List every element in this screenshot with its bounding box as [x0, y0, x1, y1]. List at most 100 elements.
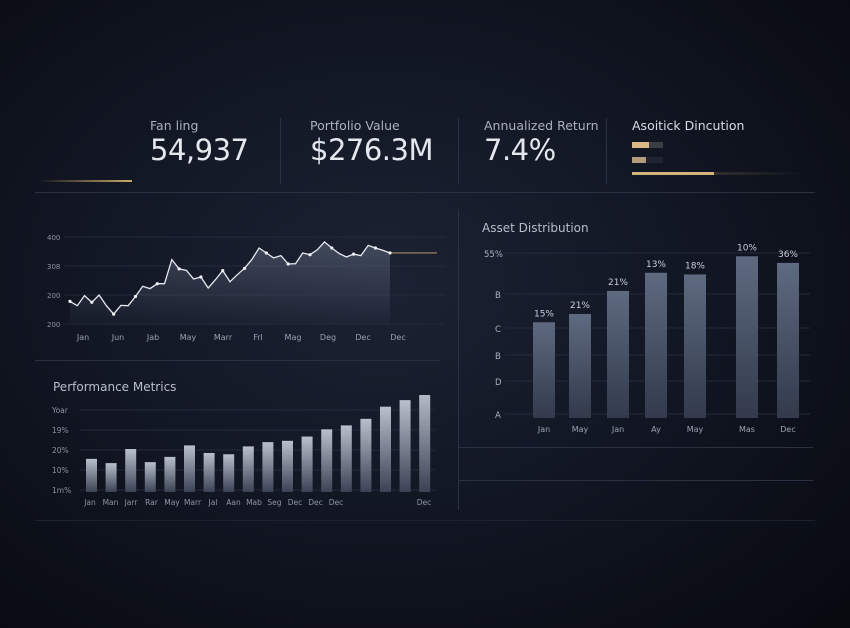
kpi-label: Annualized Return: [484, 118, 599, 133]
data-point: [286, 262, 290, 266]
bar: [301, 436, 313, 492]
x-tick-label: Jan: [76, 333, 89, 342]
y-tick-label: D: [495, 378, 502, 388]
data-label: 15%: [534, 309, 554, 319]
x-tick-label: Dec: [390, 333, 405, 342]
bar: [360, 418, 372, 492]
y-tick-label: A: [495, 411, 501, 421]
divider: [458, 210, 459, 510]
kpi-value: 54,937: [150, 133, 249, 167]
x-tick-label: Jun: [111, 333, 125, 342]
bar: [262, 442, 274, 492]
x-tick-label: May: [180, 333, 197, 342]
x-tick-label: Jan: [611, 425, 624, 434]
data-point: [133, 294, 138, 299]
kpi-card-annualized-return: Annualized Return 7.4%: [484, 118, 599, 167]
divider: [35, 360, 440, 361]
y-tick-label: 200: [47, 292, 60, 300]
bar: [321, 429, 333, 492]
y-tick-label: 10%: [52, 466, 69, 475]
x-tick-label: Frl: [253, 333, 263, 342]
bar: [105, 463, 117, 492]
bar: [203, 452, 215, 492]
bar: [419, 395, 431, 492]
area-fill: [70, 241, 390, 324]
bar: [736, 256, 758, 418]
data-point: [242, 266, 247, 270]
kpi-divider: [35, 192, 815, 193]
data-label: 18%: [685, 261, 705, 271]
x-tick-label: Jan: [83, 498, 96, 507]
x-tick-label: Deg: [320, 333, 336, 342]
bar: [242, 446, 254, 492]
data-point: [199, 275, 203, 279]
data-label: 21%: [570, 301, 590, 311]
x-tick-label: Jab: [146, 333, 159, 342]
y-tick-label: 19%: [52, 426, 69, 435]
x-tick-label: Ay: [651, 425, 661, 434]
data-label: 21%: [608, 278, 628, 288]
bar: [645, 272, 667, 418]
data-point: [373, 246, 378, 250]
x-tick-label: Dec: [417, 498, 432, 507]
x-tick-label: Dec: [308, 498, 323, 507]
y-tick-label: C: [495, 325, 501, 335]
bar: [144, 462, 156, 492]
bar: [380, 406, 391, 492]
data-point: [330, 246, 334, 250]
accent-line: [37, 180, 132, 182]
asset-distribution-title: Asset Distribution: [482, 221, 589, 235]
bar: [125, 449, 137, 492]
x-tick-label: Marr: [214, 333, 233, 342]
divider: [458, 480, 813, 481]
x-tick-label: Aan: [226, 498, 241, 507]
data-point: [177, 267, 181, 271]
x-tick-label: Seg: [267, 498, 281, 507]
divider: [606, 118, 607, 184]
bar: [223, 454, 235, 492]
kpi-card-portfolio-value: Portfolio Value $276.3M: [310, 118, 434, 167]
bar: [607, 290, 629, 418]
x-tick-label: May: [164, 498, 180, 507]
bar: [533, 322, 555, 418]
x-tick-label: Jarr: [124, 498, 139, 507]
kpi-value: 7.4%: [484, 133, 556, 167]
x-tick-label: May: [687, 425, 704, 434]
progress-bar: [632, 142, 663, 148]
data-point: [308, 253, 312, 257]
kpi-label: Portfolio Value: [310, 118, 400, 133]
data-label: 36%: [778, 250, 798, 260]
bar: [86, 458, 97, 492]
x-tick-label: Dec: [780, 425, 795, 434]
bar: [164, 456, 176, 492]
data-point: [264, 251, 268, 255]
y-tick-label: 200: [47, 321, 60, 329]
data-point: [112, 312, 116, 316]
bar: [684, 274, 706, 418]
divider: [458, 447, 813, 448]
y-tick-label: 308: [47, 263, 60, 271]
data-point: [90, 300, 94, 304]
performance-title: Performance Metrics: [53, 380, 177, 394]
line-chart: 400 308 200 200 Jan Jun Jab May Marr Frl Mag Deg Dec…: [47, 234, 445, 342]
y-tick-label: B: [495, 352, 501, 362]
y-tick-label: 20%: [52, 446, 69, 455]
y-tick-label: Yoar: [51, 406, 69, 415]
data-point: [221, 269, 225, 273]
bar: [777, 262, 799, 418]
divider: [280, 118, 281, 184]
x-tick-label: May: [572, 425, 589, 434]
bar: [340, 425, 352, 492]
x-tick-label: Dec: [329, 498, 344, 507]
bar: [399, 400, 411, 492]
data-point: [155, 282, 159, 286]
bar: [184, 445, 195, 492]
y-tick-label: 1m%: [52, 486, 71, 495]
x-tick-label: Mas: [739, 425, 755, 434]
kpi-label: Asoitick Dincution: [632, 118, 745, 133]
y-tick-label: 400: [47, 234, 60, 242]
divider: [35, 520, 815, 521]
x-tick-label: Rar: [145, 498, 159, 507]
x-tick-label: Jan: [537, 425, 550, 434]
x-tick-label: Jal: [208, 498, 218, 507]
